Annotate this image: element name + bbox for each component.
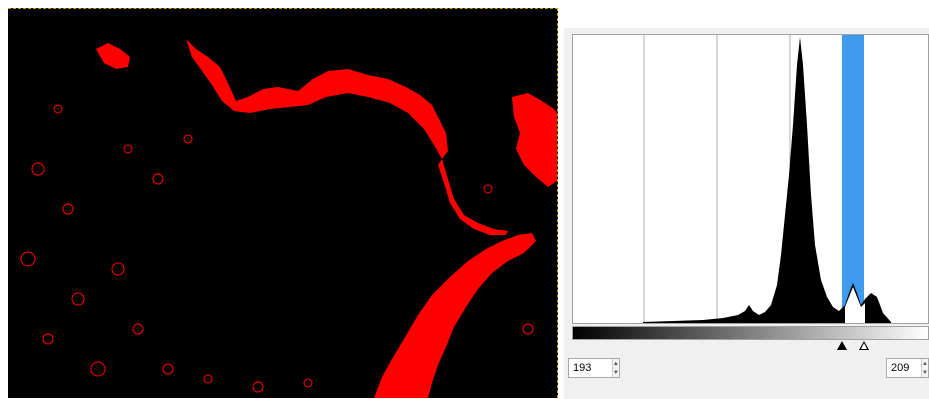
spin-down-icon[interactable]: ▼ (922, 369, 928, 376)
speckle-outline (252, 381, 264, 393)
spin-up-icon[interactable]: ▲ (922, 360, 928, 367)
selected-range (842, 35, 864, 323)
histogram-panel: ▲ ▼ ▲ ▼ (564, 28, 929, 399)
high-spin-arrows[interactable]: ▲ ▼ (921, 359, 928, 377)
speckle-outline (90, 361, 106, 377)
speckle-outline (71, 292, 85, 306)
speckle-outline (203, 374, 213, 384)
low-threshold-input[interactable] (569, 362, 612, 374)
right-edge-blob (512, 93, 557, 187)
speckle-outline (152, 173, 164, 185)
speckle-outline (303, 378, 313, 388)
speckle-outline (31, 162, 45, 176)
selected-portion (845, 287, 865, 323)
bottom-right-swath (374, 233, 536, 398)
selection-regions (96, 39, 557, 398)
high-threshold-input[interactable] (887, 362, 922, 374)
high-threshold-handle[interactable] (859, 341, 869, 350)
high-threshold-spinbox[interactable]: ▲ ▼ (886, 358, 929, 378)
histogram-plot[interactable] (572, 34, 929, 324)
speckle-outline (522, 323, 534, 335)
speckle-outline (111, 262, 125, 276)
circle-edge-line (438, 159, 508, 235)
low-spin-arrows[interactable]: ▲ ▼ (611, 359, 619, 377)
histogram-svg (643, 35, 891, 323)
speckle-outline (62, 203, 74, 215)
arc-region (186, 39, 448, 159)
speckle-outline (183, 134, 193, 144)
intensity-gradient-bar (572, 326, 929, 340)
spin-up-icon[interactable]: ▲ (612, 360, 619, 367)
top-left-blob (96, 43, 130, 69)
speckle-outline (483, 184, 493, 194)
speckle-outline (42, 333, 54, 345)
threshold-preview (8, 9, 557, 398)
speckle-outlines (20, 104, 534, 393)
speckle-outline (132, 323, 144, 335)
image-canvas[interactable] (8, 8, 558, 398)
low-threshold-spinbox[interactable]: ▲ ▼ (568, 358, 620, 378)
speckle-outline (123, 144, 133, 154)
canvas-background (8, 9, 557, 398)
speckle-outline (53, 104, 63, 114)
spin-down-icon[interactable]: ▼ (612, 369, 619, 376)
low-threshold-handle[interactable] (837, 341, 847, 350)
speckle-outline (20, 251, 36, 267)
speckle-outline (162, 363, 174, 375)
